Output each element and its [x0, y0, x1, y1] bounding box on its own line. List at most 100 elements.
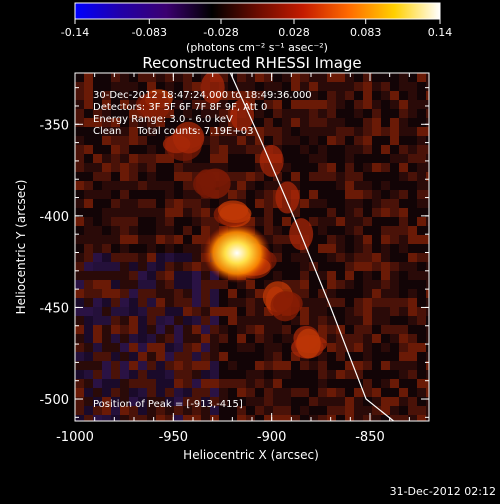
- image-pixel: [264, 82, 273, 91]
- image-pixel: [174, 406, 183, 415]
- image-pixel: [372, 262, 381, 271]
- image-pixel: [183, 388, 192, 397]
- image-pixel: [354, 325, 363, 334]
- image-pixel: [345, 262, 354, 271]
- image-pixel: [120, 199, 129, 208]
- image-pixel: [399, 118, 408, 127]
- image-pixel: [264, 379, 273, 388]
- image-pixel: [102, 154, 111, 163]
- image-pixel: [147, 190, 156, 199]
- image-pixel: [300, 388, 309, 397]
- image-pixel: [318, 289, 327, 298]
- image-pixel: [237, 136, 246, 145]
- image-pixel: [84, 379, 93, 388]
- image-pixel: [273, 127, 282, 136]
- image-pixel: [138, 361, 147, 370]
- emission-blob: [172, 121, 205, 154]
- image-pixel: [282, 388, 291, 397]
- image-pixel: [120, 244, 129, 253]
- image-pixel: [102, 235, 111, 244]
- image-pixel: [318, 271, 327, 280]
- image-pixel: [138, 307, 147, 316]
- image-pixel: [228, 172, 237, 181]
- image-pixel: [183, 325, 192, 334]
- image-pixel: [84, 343, 93, 352]
- image-pixel: [237, 352, 246, 361]
- image-pixel: [174, 388, 183, 397]
- image-pixel: [372, 217, 381, 226]
- image-pixel: [318, 82, 327, 91]
- image-pixel: [165, 316, 174, 325]
- image-pixel: [138, 298, 147, 307]
- image-pixel: [282, 352, 291, 361]
- image-pixel: [408, 253, 417, 262]
- image-pixel: [120, 352, 129, 361]
- image-pixel: [327, 262, 336, 271]
- image-pixel: [264, 370, 273, 379]
- image-pixel: [165, 109, 174, 118]
- image-pixel: [399, 154, 408, 163]
- image-pixel: [165, 289, 174, 298]
- image-pixel: [147, 271, 156, 280]
- image-pixel: [174, 289, 183, 298]
- image-pixel: [183, 316, 192, 325]
- image-pixel: [363, 109, 372, 118]
- image-pixel: [156, 253, 165, 262]
- image-pixel: [120, 163, 129, 172]
- image-pixel: [228, 100, 237, 109]
- image-pixel: [246, 181, 255, 190]
- image-pixel: [192, 262, 201, 271]
- image-pixel: [390, 100, 399, 109]
- image-pixel: [138, 388, 147, 397]
- image-pixel: [228, 397, 237, 406]
- image-pixel: [372, 361, 381, 370]
- y-tick-label: -350: [39, 118, 69, 133]
- image-pixel: [354, 307, 363, 316]
- image-pixel: [237, 163, 246, 172]
- image-pixel: [138, 289, 147, 298]
- image-pixel: [318, 370, 327, 379]
- image-pixel: [102, 91, 111, 100]
- image-pixel: [75, 298, 84, 307]
- image-pixel: [345, 379, 354, 388]
- image-pixel: [318, 118, 327, 127]
- image-pixel: [210, 397, 219, 406]
- image-pixel: [75, 136, 84, 145]
- image-pixel: [111, 325, 120, 334]
- image-pixel: [345, 298, 354, 307]
- image-pixel: [426, 334, 429, 343]
- image-pixel: [255, 127, 264, 136]
- image-pixel: [138, 379, 147, 388]
- image-pixel: [192, 91, 201, 100]
- image-pixel: [138, 316, 147, 325]
- image-pixel: [201, 415, 210, 421]
- image-pixel: [327, 172, 336, 181]
- image-pixel: [336, 262, 345, 271]
- image-pixel: [390, 145, 399, 154]
- image-pixel: [381, 172, 390, 181]
- image-pixel: [417, 406, 426, 415]
- image-pixel: [102, 271, 111, 280]
- image-pixel: [192, 253, 201, 262]
- image-pixel: [111, 181, 120, 190]
- image-pixel: [84, 361, 93, 370]
- image-pixel: [75, 289, 84, 298]
- image-pixel: [228, 280, 237, 289]
- image-pixel: [183, 298, 192, 307]
- image-pixel: [372, 163, 381, 172]
- image-pixel: [426, 73, 429, 82]
- image-pixel: [102, 361, 111, 370]
- image-pixel: [210, 298, 219, 307]
- image-pixel: [129, 298, 138, 307]
- image-pixel: [84, 370, 93, 379]
- image-pixel: [264, 343, 273, 352]
- image-pixel: [147, 208, 156, 217]
- image-pixel: [417, 325, 426, 334]
- y-tick-label: -500: [39, 393, 69, 408]
- image-pixel: [210, 271, 219, 280]
- image-pixel: [120, 307, 129, 316]
- image-pixel: [84, 316, 93, 325]
- image-pixel: [75, 100, 84, 109]
- image-pixel: [336, 82, 345, 91]
- image-pixel: [399, 379, 408, 388]
